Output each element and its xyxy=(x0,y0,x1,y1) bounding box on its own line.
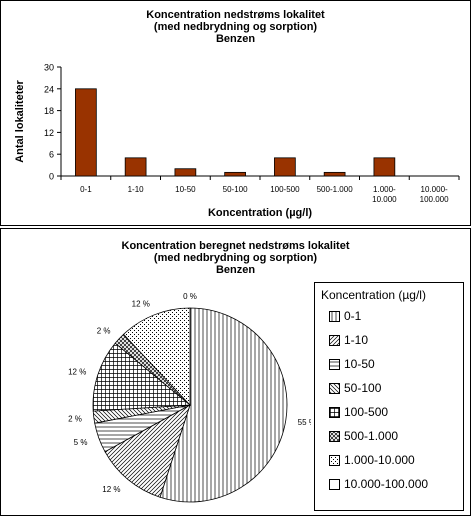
legend-swatch xyxy=(329,310,340,322)
bar-100-500 xyxy=(274,157,296,177)
pie-value-label: 0 % xyxy=(183,292,197,301)
pie-value-label: 55 % xyxy=(298,418,311,427)
x-tick-label: 500-1.000 xyxy=(317,185,354,194)
y-axis-label: Antal lokaliteter xyxy=(14,80,26,163)
pie-chart-subtitle: (med nedbrydning og sorption) xyxy=(153,252,318,264)
legend-swatch xyxy=(329,382,340,394)
legend-item: 1-10 xyxy=(329,332,368,348)
bar-chart-title: Koncentration nedstrøms lokalitet xyxy=(146,9,325,21)
pie-chart-panel: Koncentration beregnet nedstrøms lokalit… xyxy=(0,228,471,516)
y-tick-label: 18 xyxy=(44,106,54,116)
pie-slice-100-500 xyxy=(92,342,192,412)
legend-swatch xyxy=(329,334,340,346)
legend-label: 1-10 xyxy=(344,333,369,347)
pie-legend: Koncentration (µg/l) 0-1 1-10 10-50 50-100 1… xyxy=(314,282,464,511)
legend-label: 100-500 xyxy=(344,405,389,419)
y-tick-label: 30 xyxy=(44,63,54,73)
pie-chart-title: Koncentration beregnet nedstrøms lokalit… xyxy=(121,240,350,252)
pie-value-label: 2 % xyxy=(97,326,111,335)
x-tick-label: 100.000 xyxy=(420,195,449,204)
bar-0-1 xyxy=(75,88,97,177)
bar-chart-subtitle2: Benzen xyxy=(215,33,256,45)
legend-item: 1.000-10.000 xyxy=(329,452,415,468)
y-tick-label: 12 xyxy=(44,128,54,138)
x-tick-label: 100-500 xyxy=(270,185,300,194)
legend-label: 0-1 xyxy=(344,309,362,323)
y-tick-label: 0 xyxy=(49,172,54,182)
bar-chart-subtitle: (med nedbrydning og sorption) xyxy=(153,21,318,33)
pie-chart-title-block: Koncentration beregnet nedstrøms lokalit… xyxy=(1,240,470,276)
pie-slice-0-1 xyxy=(159,307,288,503)
y-tick-label: 24 xyxy=(44,84,54,94)
bar-chart: Antal lokaliteter 0 6 12 18 24 30 0-1 1-10 10-50 5… xyxy=(14,63,460,219)
legend-item: 10-50 xyxy=(329,356,375,372)
legend-label: 1.000-10.000 xyxy=(344,453,415,467)
pie-value-label: 2 % xyxy=(68,415,82,424)
legend-label: 500-1.000 xyxy=(344,429,399,443)
x-tick-label: 1-10 xyxy=(128,185,145,194)
bar-chart-panel: Koncentration nedstrøms lokalitet (med n… xyxy=(0,0,471,226)
pie-chart-subtitle2: Benzen xyxy=(215,264,256,276)
bar-10-50 xyxy=(174,168,197,177)
pie-chart: 55 % 12 % 5 % 2 % 12 % 2 % 12 % 0 % xyxy=(68,292,311,503)
legend-item: 500-1.000 xyxy=(329,428,398,444)
bar-1.000-10.000 xyxy=(373,157,396,177)
legend-item: 0-1 xyxy=(329,308,361,324)
pie-value-label: 12 % xyxy=(68,367,86,376)
legend-swatch xyxy=(329,454,340,466)
x-tick-label: 50-100 xyxy=(223,185,248,194)
legend-item: 10.000-100.000 xyxy=(329,476,428,492)
bar-1-10 xyxy=(124,157,147,177)
x-tick-label: 10.000- xyxy=(421,185,448,194)
legend-label: 10.000-100.000 xyxy=(344,477,429,491)
x-tick-label: 10.000 xyxy=(372,195,397,204)
bar-50-100 xyxy=(224,171,246,177)
x-tick-label: 0-1 xyxy=(80,185,92,194)
pie-value-label: 5 % xyxy=(74,438,88,447)
pie-slice-1-10 xyxy=(104,404,191,498)
x-axis-label: Koncentration (µg/l) xyxy=(208,207,312,219)
bar-500-1.000 xyxy=(323,171,346,177)
pie-value-label: 12 % xyxy=(102,485,120,494)
y-tick-label: 6 xyxy=(49,150,54,160)
pie-value-label: 12 % xyxy=(132,300,150,309)
x-tick-label: 1.000- xyxy=(373,185,396,194)
x-tick-label: 10-50 xyxy=(175,185,196,194)
legend-swatch xyxy=(329,430,340,442)
bar-chart-title-block: Koncentration nedstrøms lokalitet (med n… xyxy=(1,9,470,45)
legend-label: 10-50 xyxy=(344,357,375,371)
legend-item: 100-500 xyxy=(329,404,388,420)
legend-label: 50-100 xyxy=(344,381,382,395)
legend-title: Koncentration (µg/l) xyxy=(321,288,426,302)
legend-item: 50-100 xyxy=(329,380,381,396)
legend-swatch xyxy=(329,406,340,418)
legend-swatch xyxy=(329,478,340,490)
legend-swatch xyxy=(329,358,340,370)
pie-slice-1.000-10.000 xyxy=(123,307,191,407)
